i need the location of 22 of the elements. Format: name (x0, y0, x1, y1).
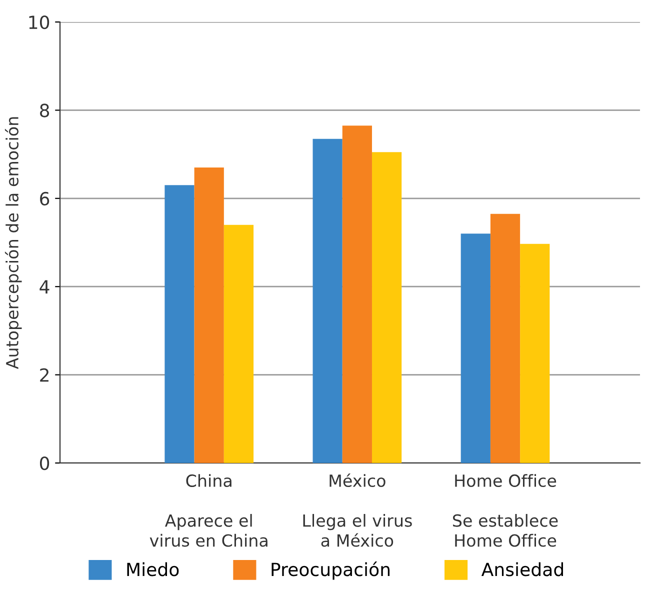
y-tick-label: 8 (40, 104, 50, 118)
bar (224, 224, 254, 463)
bar (342, 126, 372, 463)
y-tick-label: 6 (40, 192, 50, 206)
category-label: China Aparece el virus en China (150, 474, 268, 547)
y-tick-label: 4 (40, 280, 50, 294)
category-label: México Llega el virus a México (303, 473, 412, 547)
bar (520, 244, 550, 463)
y-tick-label: 0 (40, 456, 50, 470)
bar (164, 185, 194, 463)
bar (460, 234, 490, 463)
bar (490, 214, 520, 463)
legend-label: Miedo (127, 562, 179, 576)
legend-label: Preocupación (272, 562, 390, 580)
y-tick-label: 10 (29, 15, 50, 30)
bar (194, 168, 224, 463)
bar (372, 152, 402, 463)
bar (312, 138, 342, 463)
legend-label: Ansiedad (481, 562, 563, 576)
y-tick-label: 2 (40, 368, 48, 382)
category-label: Home Office Se establece Home Office (453, 474, 558, 547)
y-axis-title: Autopercepción de la emoción (4, 117, 22, 370)
